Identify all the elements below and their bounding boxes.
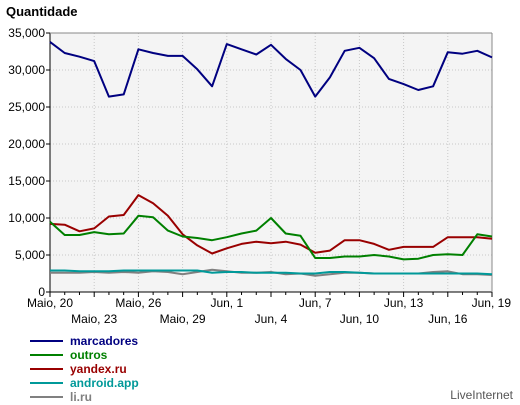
y-axis-title: Quantidade bbox=[6, 4, 78, 19]
x-tick-label: Maio, 20 bbox=[27, 296, 73, 310]
series-lines bbox=[49, 41, 493, 277]
x-tick-labels: Maio, 20 Maio, 26 Jun, 1 Jun, 7 Jun, 13 Jun, … bbox=[27, 292, 511, 326]
y-tick-label: 15,000 bbox=[8, 174, 45, 188]
y-tick-label: 5,000 bbox=[15, 248, 45, 262]
series-line-marcadores bbox=[49, 41, 493, 98]
x-tick-label: Jun, 19 bbox=[472, 296, 512, 310]
legend-label: android.app bbox=[70, 376, 139, 390]
x-tick-label: Jun, 1 bbox=[210, 296, 243, 310]
y-tick-label: 35,000 bbox=[8, 26, 45, 40]
series-line-android-app bbox=[50, 269, 493, 276]
legend-label: marcadores bbox=[70, 334, 138, 348]
x-tick-label: Jun, 7 bbox=[299, 296, 332, 310]
y-tick-labels: 0 5,000 10,000 15,000 20,000 25,000 30,000 35,0… bbox=[8, 26, 50, 299]
y-tick-label: 0 bbox=[38, 285, 45, 299]
y-tick-label: 10,000 bbox=[8, 211, 45, 225]
series-line-outros bbox=[49, 214, 493, 261]
legend-label: yandex.ru bbox=[70, 362, 127, 376]
grid bbox=[50, 32, 492, 292]
x-tick-label: Jun, 16 bbox=[428, 312, 468, 326]
x-tick-label: Jun, 10 bbox=[340, 312, 380, 326]
x-tick-label: Jun, 4 bbox=[255, 312, 288, 326]
y-tick-label: 20,000 bbox=[8, 137, 45, 151]
legend-label: li.ru bbox=[70, 390, 92, 404]
brand-label: LiveInternet bbox=[450, 388, 513, 402]
x-tick-label: Maio, 29 bbox=[160, 312, 206, 326]
legend-label: outros bbox=[70, 348, 108, 362]
legend: marcadoresoutrosyandex.ruandroid.appli.r… bbox=[30, 334, 139, 404]
x-tick-label: Maio, 23 bbox=[71, 312, 117, 326]
y-tick-label: 25,000 bbox=[8, 100, 45, 114]
x-tick-label: Jun, 13 bbox=[384, 296, 424, 310]
y-tick-label: 30,000 bbox=[8, 63, 45, 77]
series-line-yandex-ru bbox=[49, 194, 493, 255]
x-tick-label: Maio, 26 bbox=[115, 296, 161, 310]
